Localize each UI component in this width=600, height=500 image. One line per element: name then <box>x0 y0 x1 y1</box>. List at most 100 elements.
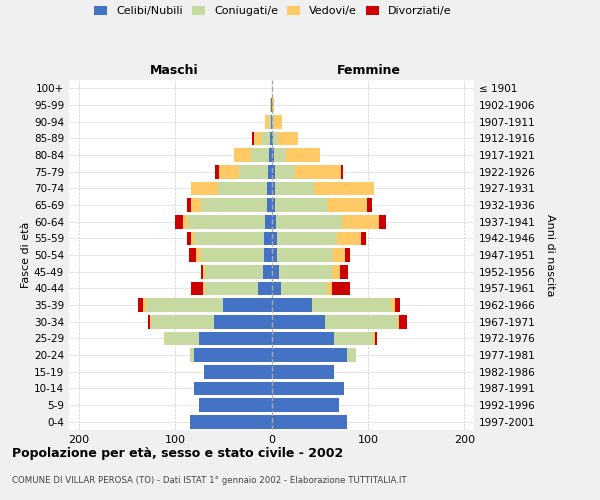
Bar <box>274 148 286 162</box>
Bar <box>252 132 254 145</box>
Bar <box>274 115 282 128</box>
Bar <box>201 248 264 262</box>
Bar <box>272 98 274 112</box>
Bar <box>265 215 271 228</box>
Bar <box>340 265 347 278</box>
Bar <box>269 98 271 112</box>
Bar <box>271 398 339 412</box>
Bar <box>379 215 386 228</box>
Bar <box>271 198 275 212</box>
Bar <box>190 415 271 428</box>
Bar <box>205 265 263 278</box>
Bar <box>183 215 188 228</box>
Legend: Celibi/Nubili, Coniugati/e, Vedovi/e, Divorziati/e: Celibi/Nubili, Coniugati/e, Vedovi/e, Di… <box>94 6 452 16</box>
Bar <box>194 382 271 395</box>
Bar <box>251 148 269 162</box>
Bar <box>199 398 271 412</box>
Bar <box>190 348 194 362</box>
Bar <box>271 182 275 195</box>
Bar <box>201 198 266 212</box>
Bar <box>328 282 332 295</box>
Bar <box>295 165 341 178</box>
Bar <box>334 332 373 345</box>
Bar <box>328 198 367 212</box>
Bar <box>271 115 272 128</box>
Bar <box>281 282 328 295</box>
Bar <box>204 365 271 378</box>
Bar <box>271 382 344 395</box>
Bar <box>271 98 272 112</box>
Bar <box>214 315 271 328</box>
Bar <box>166 332 199 345</box>
Bar <box>271 148 274 162</box>
Bar <box>188 248 196 262</box>
Bar <box>191 198 201 212</box>
Bar <box>264 232 271 245</box>
Text: Femmine: Femmine <box>337 64 401 76</box>
Bar <box>150 315 151 328</box>
Bar <box>314 182 374 195</box>
Bar <box>196 248 201 262</box>
Bar <box>271 298 312 312</box>
Bar <box>194 232 264 245</box>
Bar <box>139 298 143 312</box>
Bar <box>325 315 397 328</box>
Bar <box>205 282 258 295</box>
Bar <box>277 232 337 245</box>
Bar <box>268 165 271 178</box>
Bar <box>277 215 342 228</box>
Bar <box>271 365 334 378</box>
Bar <box>148 315 150 328</box>
Bar <box>254 132 262 145</box>
Bar <box>333 248 345 262</box>
Bar <box>215 165 220 178</box>
Bar <box>234 148 251 162</box>
Bar <box>194 348 271 362</box>
Bar <box>277 248 333 262</box>
Bar <box>269 148 271 162</box>
Bar <box>361 232 366 245</box>
Bar <box>275 198 328 212</box>
Bar <box>279 265 332 278</box>
Bar <box>191 282 203 295</box>
Bar <box>395 298 400 312</box>
Bar <box>239 165 268 178</box>
Bar <box>391 298 395 312</box>
Bar <box>271 248 277 262</box>
Bar <box>367 198 372 212</box>
Bar <box>342 215 379 228</box>
Bar <box>337 232 361 245</box>
Bar <box>201 265 203 278</box>
Text: COMUNE DI VILLAR PEROSA (TO) - Dati ISTAT 1° gennaio 2002 - Elaborazione TUTTITA: COMUNE DI VILLAR PEROSA (TO) - Dati ISTA… <box>12 476 407 485</box>
Bar <box>275 165 295 178</box>
Bar <box>271 265 279 278</box>
Bar <box>271 232 277 245</box>
Y-axis label: Anni di nascita: Anni di nascita <box>545 214 555 296</box>
Bar <box>262 132 269 145</box>
Bar <box>266 182 271 195</box>
Text: Maschi: Maschi <box>150 64 199 76</box>
Bar <box>263 265 271 278</box>
Bar <box>271 282 281 295</box>
Bar <box>271 132 274 145</box>
Bar <box>223 298 271 312</box>
Bar <box>187 232 191 245</box>
Bar <box>312 298 391 312</box>
Bar <box>203 282 205 295</box>
Bar <box>278 132 298 145</box>
Bar <box>264 248 271 262</box>
Bar <box>373 332 374 345</box>
Bar <box>191 182 218 195</box>
Bar <box>269 132 271 145</box>
Bar <box>266 198 271 212</box>
Bar <box>332 282 350 295</box>
Bar <box>191 232 194 245</box>
Bar <box>271 215 277 228</box>
Bar <box>143 298 146 312</box>
Bar <box>271 165 275 178</box>
Bar <box>163 332 166 345</box>
Bar <box>218 182 266 195</box>
Bar <box>265 115 269 128</box>
Bar <box>187 198 191 212</box>
Bar <box>272 115 274 128</box>
